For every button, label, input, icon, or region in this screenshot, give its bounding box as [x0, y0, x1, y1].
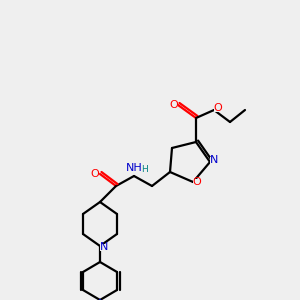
- Bar: [193, 178, 201, 185]
- Text: O: O: [214, 103, 222, 113]
- Text: NH: NH: [126, 163, 142, 173]
- Text: O: O: [91, 169, 99, 179]
- Text: N: N: [100, 242, 108, 252]
- Text: O: O: [193, 177, 201, 187]
- Text: O: O: [169, 100, 178, 110]
- Text: N: N: [210, 155, 218, 165]
- Bar: [214, 104, 222, 112]
- Bar: [210, 157, 218, 164]
- Bar: [170, 101, 178, 109]
- Bar: [91, 170, 99, 178]
- Text: H: H: [142, 166, 148, 175]
- Bar: [127, 165, 141, 173]
- Bar: [100, 244, 108, 250]
